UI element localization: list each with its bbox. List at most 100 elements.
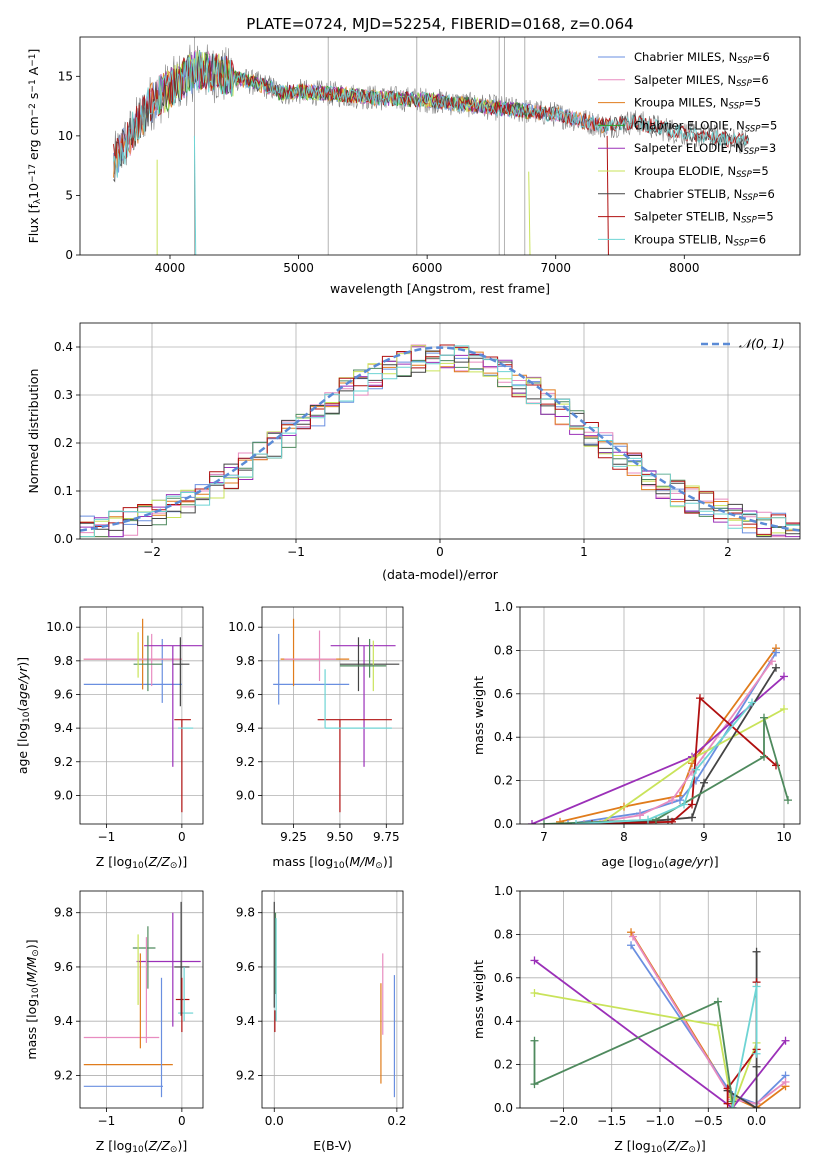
legend-entry-part: SSP (742, 193, 758, 203)
x-axis-label-part: age [log (601, 854, 652, 869)
y-tick-label: 0.3 (54, 388, 73, 402)
y-axis-label: mass [log10(M/M⊙)] (24, 939, 41, 1059)
x-tick-label: 8 (620, 830, 628, 844)
x-tick-label: −1.5 (597, 1114, 626, 1128)
y-axis-label-part: s (26, 93, 41, 104)
x-axis-label-part: ( (144, 854, 149, 869)
legend-entry: Salpeter ELODIE, NSSP=3 (634, 141, 776, 157)
y-axis-label-part: ( (15, 707, 30, 712)
y-tick-label: 9.2 (54, 755, 73, 769)
y-axis-label: mass weight (471, 960, 486, 1039)
legend-entry-part: Salpeter STELIB, N (634, 210, 741, 224)
x-axis-label-part: M/M (350, 854, 376, 869)
x-axis-label-part: 10 (132, 1145, 144, 1155)
legend-entry: Salpeter STELIB, NSSP=5 (634, 210, 774, 226)
y-tick-label: 0.2 (494, 1058, 513, 1072)
legend-entry: Chabrier STELIB, NSSP=6 (634, 187, 775, 203)
y-tick-label: 9.4 (236, 1014, 255, 1028)
legend-entry-part: SSP (734, 239, 750, 249)
errorbars (273, 901, 396, 1098)
x-axis-label-part: Z [log (614, 1138, 650, 1153)
hist-kroupa_stelib (80, 345, 800, 538)
x-axis-label: mass [log10(M/M⊙)] (272, 854, 392, 871)
normal-curve (80, 346, 800, 532)
x-axis-label-part: 10 (653, 861, 665, 871)
y-axis-label: Flux [fλ10−17 erg cm−2 s−1 A−1] (26, 49, 43, 244)
legend-entry-part: =6 (752, 73, 769, 87)
x-axis-label-part: )] (696, 1138, 706, 1153)
y-axis-label-part: λ (33, 198, 43, 204)
x-axis-label-part: ⊙ (170, 1145, 178, 1155)
y-axis-label-part: age [log (15, 723, 30, 774)
y-axis-label-part: −17 (28, 164, 38, 183)
series-lines (530, 928, 790, 1108)
series-line (534, 992, 758, 1108)
y-tick-label: 15 (58, 69, 73, 83)
legend-entry-part: =6 (758, 187, 775, 201)
legend-entry-part: SSP (736, 79, 752, 89)
mass_weight_vs_age-frame (519, 606, 801, 825)
x-axis-label-part: age/yr (669, 854, 710, 869)
series-line (533, 1000, 734, 1108)
stelib-drop-red (606, 135, 609, 255)
x-axis-label-part: Z/Z (666, 1138, 689, 1153)
x-axis-label-part: ( (664, 854, 669, 869)
x-axis-label-part: mass [log (272, 854, 333, 869)
x-axis-label: (data-model)/error (382, 567, 499, 582)
legend-entry: Kroupa ELODIE, NSSP=5 (634, 164, 769, 180)
x-tick-label: 0.2 (387, 1114, 406, 1128)
y-tick-label: 0.4 (494, 730, 513, 744)
series-lines (528, 644, 792, 824)
x-tick-label: −1 (98, 1114, 116, 1128)
y-axis-label-part: ] (26, 49, 41, 54)
x-tick-label: 5000 (283, 261, 314, 275)
y-axis-label-part: A (26, 66, 41, 79)
y-axis-label-part: mass [log (24, 999, 39, 1060)
y-tick-label: 9.8 (54, 906, 73, 920)
age_vs_Z-axes: −1 0 9.0 9.2 9.4 9.6 9.8 10.0 (46, 607, 203, 844)
x-tick-label: −1 (98, 830, 116, 844)
legend-entry-part: =5 (752, 164, 769, 178)
y-axis-label-part: erg cm (26, 116, 41, 164)
y-tick-label: 0 (65, 248, 73, 262)
y-axis-label-part: −2 (28, 103, 38, 116)
y-axis-label-part: Flux [f (26, 204, 41, 244)
legend-entry: Salpeter MILES, NSSP=6 (634, 73, 769, 89)
y-axis-label-part: −1 (28, 79, 38, 92)
series-line (531, 675, 785, 824)
y-axis-label-part: 10 (31, 987, 41, 999)
legend-entry-part: Kroupa STELIB, N (634, 232, 734, 246)
x-tick-label: 0.0 (747, 1114, 766, 1128)
hist-salpeter_stelib (80, 344, 800, 535)
y-tick-label: 0.0 (494, 817, 513, 831)
x-tick-label: 9.25 (280, 830, 307, 844)
series-line (533, 959, 787, 1108)
series-line (559, 647, 777, 823)
mass_vs_Z-axes: −1 0 9.2 9.4 9.6 9.8 (54, 891, 203, 1128)
x-tick-label: 0.0 (265, 1114, 284, 1128)
y-tick-label: 9.0 (236, 788, 255, 802)
legend-entry: 𝒩(0, 1) (739, 336, 785, 351)
y-tick-label: 9.2 (54, 1068, 73, 1082)
x-axis-label-part: ( (144, 1138, 149, 1153)
y-tick-label: 0.2 (494, 774, 513, 788)
y-axis-label-part: ( (24, 982, 39, 987)
series-line (726, 982, 758, 1104)
x-axis-label-part: ( (662, 1138, 667, 1153)
x-axis-label: Z [log10(Z/Z⊙)] (96, 1138, 187, 1155)
y-tick-label: 0.0 (494, 1101, 513, 1115)
y-tick-label: 9.6 (54, 960, 73, 974)
figure-title: PLATE=0724, MJD=52254, FIBERID=0168, z=0… (246, 15, 633, 33)
x-tick-label: −2 (143, 545, 161, 559)
legend-entry-part: =6 (749, 232, 766, 246)
y-axis-label-part: −1 (28, 54, 38, 67)
legend-entry-part: Kroupa ELODIE, N (634, 164, 736, 178)
y-axis-label: age [log10(age/yr)] (15, 657, 32, 774)
y-tick-label: 9.2 (236, 1068, 255, 1082)
y-axis-label: Normed distribution (26, 369, 41, 494)
x-tick-label: −0.5 (694, 1114, 723, 1128)
x-axis-label-part: 10 (333, 861, 345, 871)
series-line (632, 936, 787, 1105)
y-tick-label: 9.6 (236, 960, 255, 974)
errorbars (83, 618, 203, 813)
